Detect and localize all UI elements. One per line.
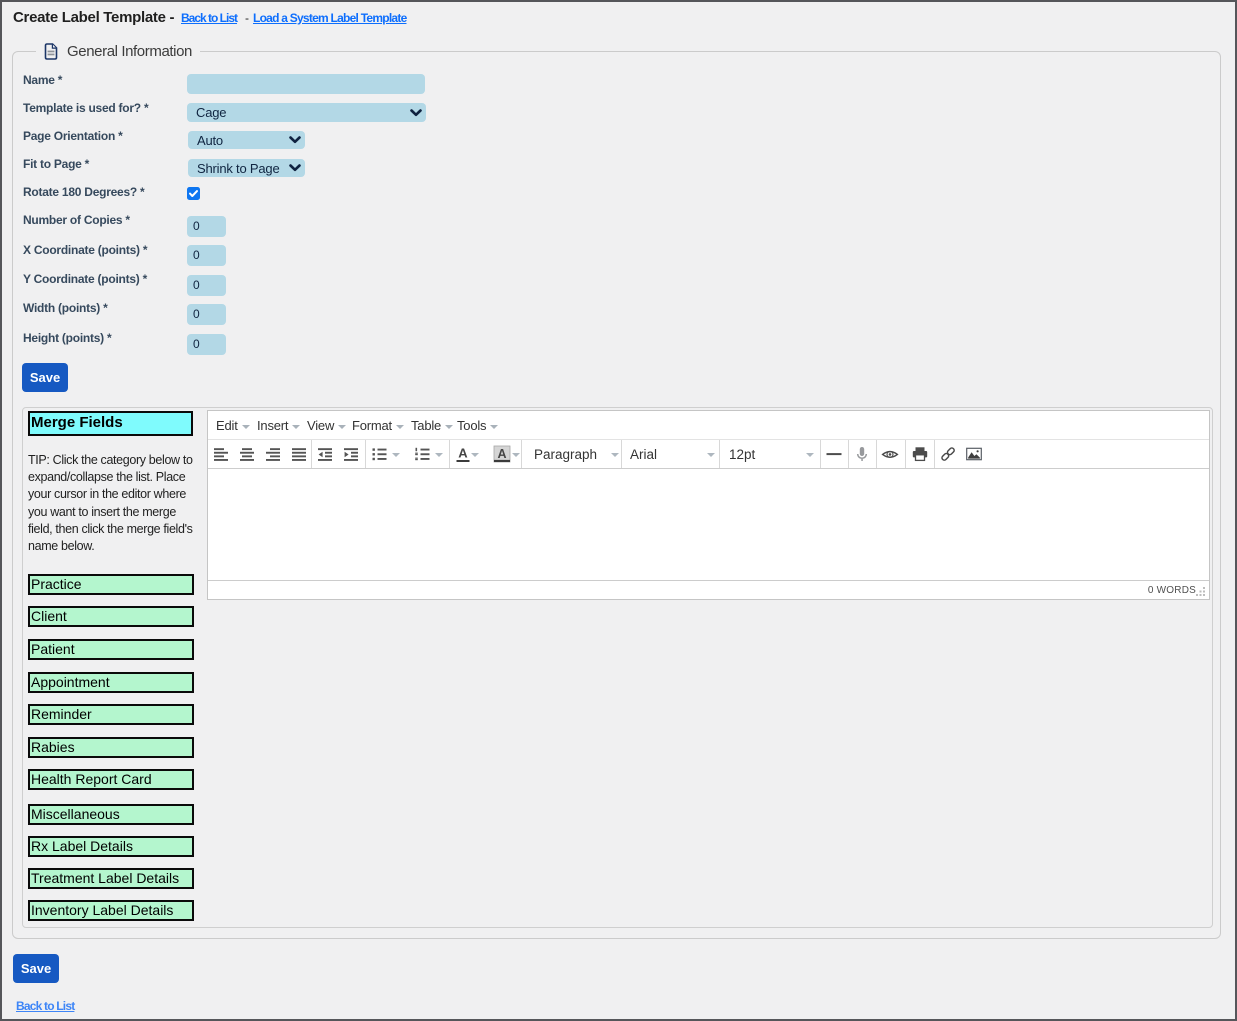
svg-text:A: A bbox=[458, 446, 468, 461]
svg-text:A: A bbox=[497, 447, 506, 461]
